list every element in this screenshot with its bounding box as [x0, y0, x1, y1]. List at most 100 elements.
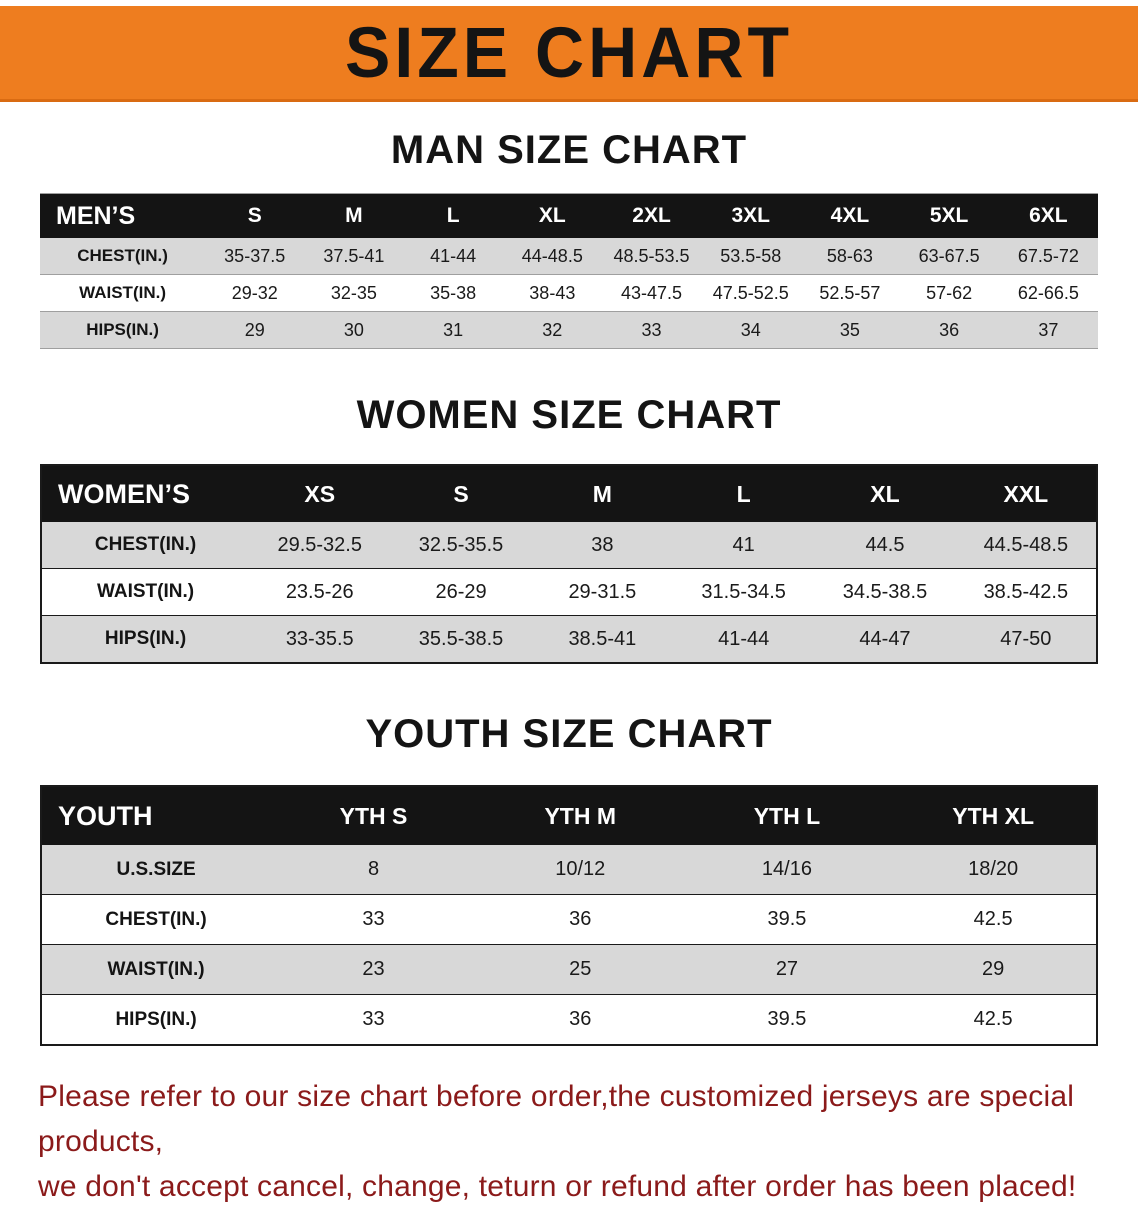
men-row-label: HIPS(IN.): [40, 311, 206, 349]
youth-size-column-header: YTH S: [270, 786, 477, 845]
youth-value-cell: 39.5: [683, 994, 891, 1045]
youth-measurement-row: CHEST(IN.) 33 36 39.5 42.5: [41, 894, 1097, 945]
disclaimer: Please refer to our size chart before or…: [38, 1074, 1100, 1209]
youth-value-cell: 33: [270, 894, 477, 945]
men-measurement-row: WAIST(IN.) 29-32 32-35 35-38 38-43 43-47.5 47.…: [40, 274, 1098, 312]
women-size-column-header: XXL: [955, 465, 1097, 522]
youth-value-cell: 14/16: [683, 845, 891, 895]
youth-size-column-header: YTH M: [476, 786, 684, 845]
women-value-cell: 29-31.5: [531, 568, 674, 616]
women-row-label: HIPS(IN.): [41, 615, 250, 663]
youth-value-cell: 42.5: [890, 894, 1097, 945]
women-value-cell: 23.5-26: [249, 568, 391, 616]
youth-value-cell: 27: [683, 944, 891, 995]
youth-row-label: CHEST(IN.): [41, 894, 271, 945]
women-value-cell: 44-47: [814, 615, 956, 663]
youth-value-cell: 33: [270, 994, 477, 1045]
men-measurement-row: CHEST(IN.) 35-37.5 37.5-41 41-44 44-48.5 48.5…: [40, 238, 1098, 275]
women-section-title: WOMEN SIZE CHART: [356, 393, 782, 437]
men-value-cell: 32-35: [304, 274, 404, 312]
women-row-label: CHEST(IN.): [41, 522, 250, 569]
youth-measurement-row: WAIST(IN.) 23 25 27 29: [41, 944, 1097, 995]
men-section-title: MAN SIZE CHART: [390, 128, 748, 172]
men-value-cell: 34: [701, 311, 801, 349]
men-value-cell: 35-37.5: [205, 238, 305, 275]
women-value-cell: 26-29: [390, 568, 532, 616]
men-size-column-header: L: [403, 193, 503, 238]
youth-value-cell: 39.5: [683, 894, 891, 945]
men-value-cell: 37: [998, 311, 1098, 349]
women-value-cell: 41-44: [673, 615, 815, 663]
men-value-cell: 31: [403, 311, 503, 349]
men-value-cell: 44-48.5: [502, 238, 602, 275]
women-value-cell: 38: [531, 522, 674, 569]
men-value-cell: 35-38: [403, 274, 503, 312]
men-header-row: MEN’S S M L XL 2XL 3XL 4XL 5XL 6XL: [40, 193, 1098, 238]
size-chart-page: SIZE CHART MAN SIZE CHART MEN’S S M L XL 2XL 3…: [0, 6, 1138, 1209]
youth-section-title: YOUTH SIZE CHART: [365, 712, 773, 756]
men-table-label: MEN’S: [40, 193, 206, 238]
youth-size-column-header: YTH L: [683, 786, 891, 845]
men-row-label: CHEST(IN.): [40, 238, 206, 275]
men-row-label: WAIST(IN.): [40, 274, 206, 312]
women-value-cell: 32.5-35.5: [390, 522, 532, 569]
men-value-cell: 48.5-53.5: [601, 238, 702, 275]
men-value-cell: 35: [800, 311, 900, 349]
youth-value-cell: 36: [476, 894, 684, 945]
youth-measurement-row: HIPS(IN.) 33 36 39.5 42.5: [41, 994, 1097, 1045]
disclaimer-line-2: we don't accept cancel, change, teturn o…: [38, 1170, 1077, 1203]
women-size-column-header: M: [531, 465, 674, 522]
women-size-column-header: S: [390, 465, 532, 522]
men-value-cell: 62-66.5: [998, 274, 1098, 312]
youth-row-label: WAIST(IN.): [41, 944, 271, 995]
youth-size-table: YOUTH YTH S YTH M YTH L YTH XL U.S.SIZE 8 10/12…: [40, 785, 1098, 1046]
section-men: MAN SIZE CHART MEN’S S M L XL 2XL 3XL 4XL 5XL 6XL…: [0, 128, 1138, 349]
women-value-cell: 38.5-42.5: [955, 568, 1097, 616]
women-measurement-row: WAIST(IN.) 23.5-26 26-29 29-31.5 31.5-34.5 34…: [41, 568, 1097, 616]
women-measurement-row: CHEST(IN.) 29.5-32.5 32.5-35.5 38 41 44.5 44.5…: [41, 522, 1097, 569]
youth-value-cell: 25: [476, 944, 684, 995]
section-women: WOMEN SIZE CHART WOMEN’S XS S M L XL XXL CHEST(…: [0, 393, 1138, 664]
women-size-column-header: L: [673, 465, 815, 522]
men-size-column-header: M: [304, 193, 404, 238]
men-value-cell: 32: [502, 311, 602, 349]
men-value-cell: 57-62: [899, 274, 999, 312]
women-value-cell: 41: [673, 522, 815, 569]
men-size-column-header: S: [205, 193, 305, 238]
banner: SIZE CHART: [0, 6, 1138, 102]
men-size-column-header: 5XL: [899, 193, 999, 238]
section-youth: YOUTH SIZE CHART YOUTH YTH S YTH M YTH L YTH…: [0, 712, 1138, 1046]
youth-size-column-header: YTH XL: [890, 786, 1097, 845]
men-size-column-header: 3XL: [701, 193, 801, 238]
men-size-table: MEN’S S M L XL 2XL 3XL 4XL 5XL 6XL CHEST(IN.) 35-37…: [40, 193, 1098, 349]
women-value-cell: 31.5-34.5: [673, 568, 815, 616]
women-table-label: WOMEN’S: [41, 465, 250, 522]
men-value-cell: 29-32: [205, 274, 305, 312]
women-value-cell: 34.5-38.5: [814, 568, 956, 616]
women-value-cell: 35.5-38.5: [390, 615, 532, 663]
women-size-column-header: XL: [814, 465, 956, 522]
men-value-cell: 63-67.5: [899, 238, 999, 275]
men-value-cell: 67.5-72: [998, 238, 1098, 275]
youth-value-cell: 36: [476, 994, 684, 1045]
youth-value-cell: 18/20: [890, 845, 1097, 895]
men-value-cell: 30: [304, 311, 404, 349]
men-value-cell: 43-47.5: [601, 274, 702, 312]
women-row-label: WAIST(IN.): [41, 568, 250, 616]
youth-row-label: U.S.SIZE: [41, 845, 271, 895]
men-value-cell: 52.5-57: [800, 274, 900, 312]
men-value-cell: 33: [601, 311, 702, 349]
women-value-cell: 29.5-32.5: [249, 522, 391, 569]
men-value-cell: 29: [205, 311, 305, 349]
men-value-cell: 53.5-58: [701, 238, 801, 275]
men-value-cell: 36: [899, 311, 999, 349]
youth-measurement-row: U.S.SIZE 8 10/12 14/16 18/20: [41, 845, 1097, 895]
women-measurement-row: HIPS(IN.) 33-35.5 35.5-38.5 38.5-41 41-44 44-…: [41, 615, 1097, 663]
women-value-cell: 38.5-41: [531, 615, 674, 663]
women-value-cell: 44.5-48.5: [955, 522, 1097, 569]
men-value-cell: 38-43: [502, 274, 602, 312]
youth-value-cell: 10/12: [476, 845, 684, 895]
disclaimer-line-1: Please refer to our size chart before or…: [38, 1080, 1075, 1158]
youth-value-cell: 29: [890, 944, 1097, 995]
men-size-column-header: 4XL: [800, 193, 900, 238]
